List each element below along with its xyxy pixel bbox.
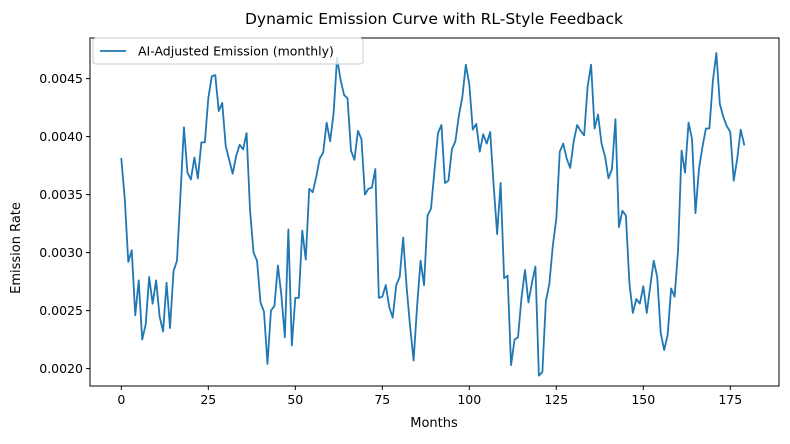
x-tick-label: 150	[631, 392, 655, 407]
x-tick-label: 175	[718, 392, 742, 407]
y-tick-label: 0.0020	[39, 361, 83, 376]
y-tick-label: 0.0040	[39, 129, 83, 144]
axis-ticks: 0 25 50 75 100 125 150 175 0.0020 0.0025 0.0030 0.0…	[39, 71, 742, 407]
axes-frame	[89, 37, 780, 387]
x-axis-label: Months	[410, 416, 458, 431]
x-tick-label: 75	[374, 392, 390, 407]
x-tick-label: 100	[457, 392, 481, 407]
series-line-0	[120, 52, 746, 377]
y-tick-label: 0.0045	[39, 71, 83, 86]
y-tick-label: 0.0025	[39, 303, 83, 318]
x-tick-label: 25	[200, 392, 216, 407]
y-axis-label: Emission Rate	[9, 202, 24, 294]
legend: AI-Adjusted Emission (monthly)	[92, 37, 364, 65]
chart-title: Dynamic Emission Curve with RL-Style Fee…	[245, 10, 623, 28]
x-tick-label: 125	[544, 392, 568, 407]
y-tick-label: 0.0035	[39, 187, 83, 202]
x-tick-label: 50	[287, 392, 303, 407]
legend-box	[92, 37, 364, 65]
legend-label: AI-Adjusted Emission (monthly)	[138, 44, 334, 59]
y-tick-label: 0.0030	[39, 245, 83, 260]
x-tick-label: 0	[117, 392, 125, 407]
plot-area	[89, 37, 780, 387]
